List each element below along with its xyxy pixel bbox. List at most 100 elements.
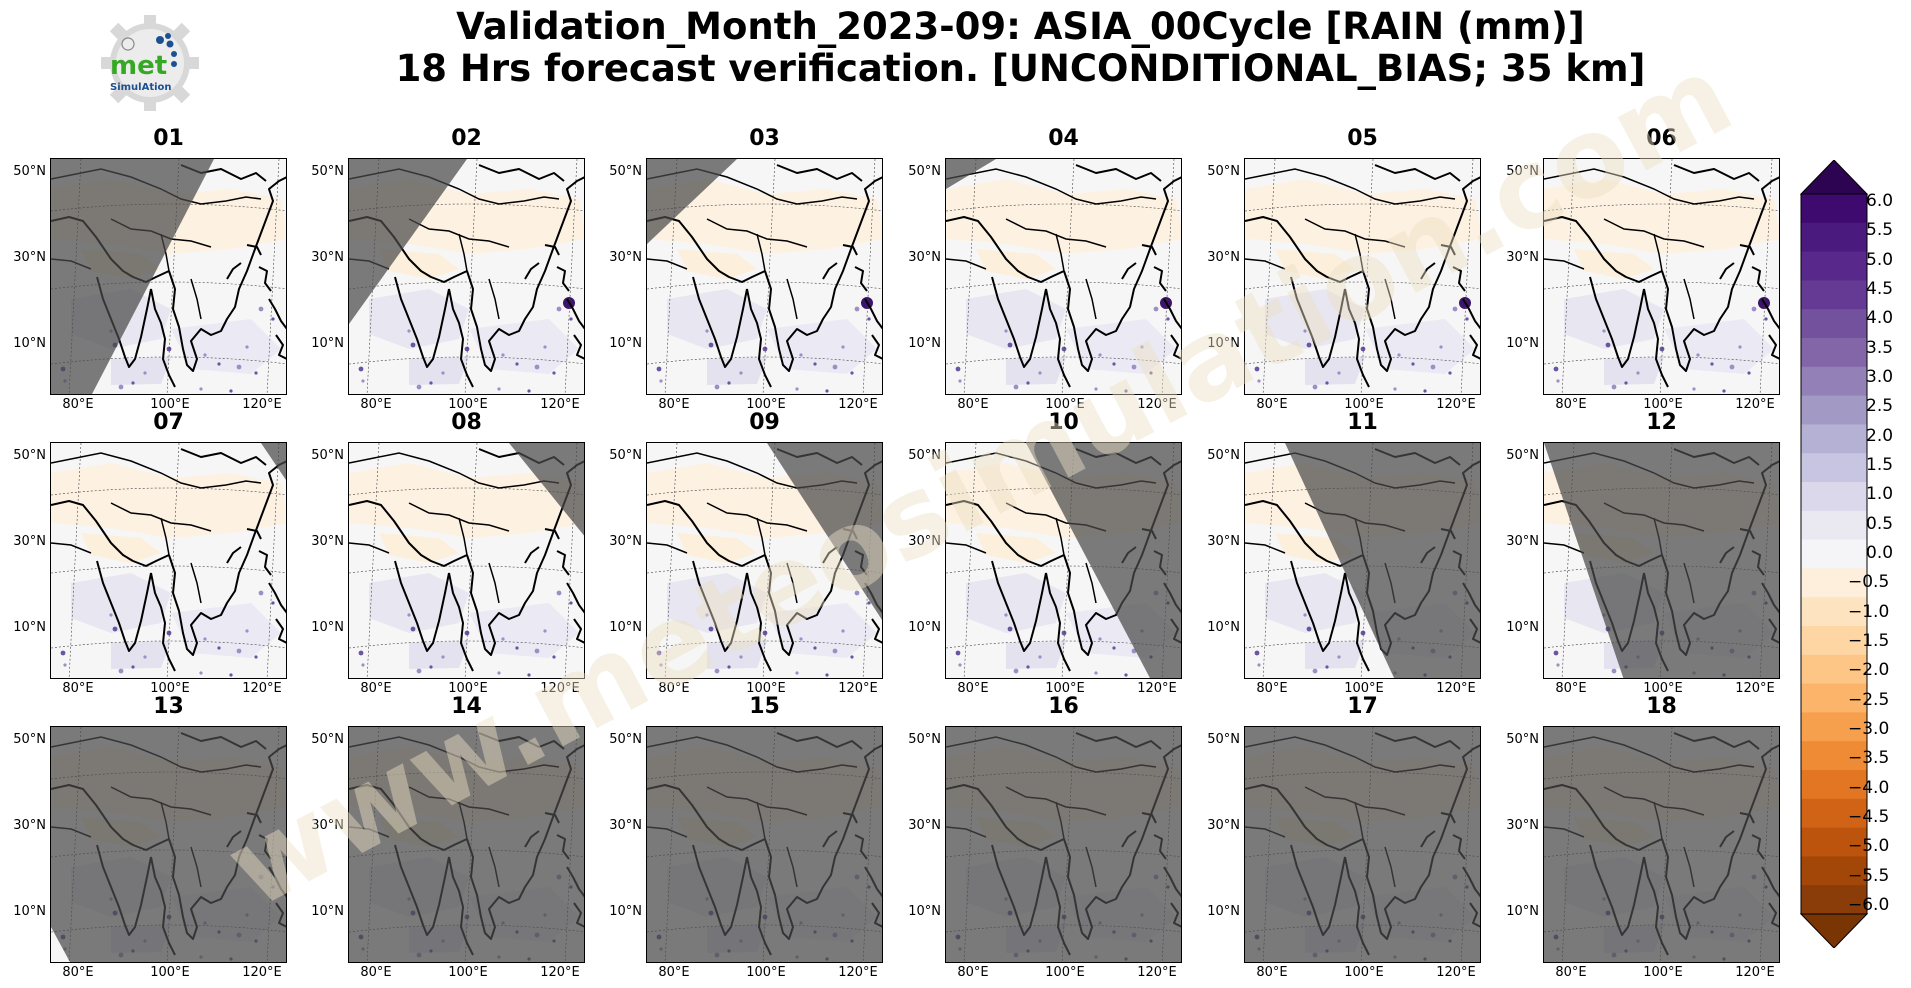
colorbar-segment — [1801, 453, 1867, 483]
colorbar-segment — [1801, 482, 1867, 512]
map-panel-17: 17 50°N 30°N 10°N 80°E 100°E 120°E — [1207, 694, 1481, 980]
panel-title: 14 — [451, 694, 482, 719]
panel-title: 13 — [153, 694, 184, 719]
colorbar-segment — [1801, 827, 1867, 857]
map-panel-05: 05 50°N 30°N 10°N 80°E 100°E 120°E — [1207, 126, 1481, 412]
lon-label: 100°E — [1045, 965, 1085, 980]
colorbar-tick-label: 2.5 — [1866, 396, 1894, 417]
lon-label: 80°E — [1555, 965, 1587, 980]
bias-map — [348, 158, 585, 395]
night-shade — [509, 443, 584, 536]
panel-title: 01 — [153, 126, 184, 151]
colorbar-tick-label: −3.5 — [1848, 748, 1890, 769]
colorbar-segment — [1801, 309, 1867, 339]
colorbar-tick-label: 6.0 — [1866, 191, 1894, 211]
lon-label: 100°E — [1344, 965, 1384, 980]
lat-label: 30°N — [13, 534, 46, 549]
colorbar-tick-label: 5.0 — [1866, 249, 1894, 270]
lat-label: 50°N — [908, 448, 941, 463]
lat-label: 10°N — [1207, 904, 1240, 919]
lon-label: 80°E — [1256, 681, 1288, 696]
bias-map — [50, 442, 287, 679]
lat-label: 10°N — [609, 336, 642, 351]
map-panel-06: 06 50°N 30°N 10°N 80°E 100°E 120°E — [1506, 126, 1780, 412]
lat-label: 30°N — [609, 534, 642, 549]
colorbar-segment — [1801, 856, 1867, 886]
panel-title: 12 — [1646, 410, 1677, 435]
lon-label: 100°E — [1344, 397, 1384, 412]
lon-label: 120°E — [1436, 965, 1476, 980]
colorbar-segment — [1801, 194, 1867, 224]
lon-label: 80°E — [62, 681, 94, 696]
lat-label: 30°N — [311, 818, 344, 833]
bias-map — [945, 726, 1182, 963]
lat-label: 30°N — [908, 250, 941, 265]
bias-map — [1244, 442, 1481, 679]
lat-label: 50°N — [1506, 164, 1539, 179]
lon-label: 120°E — [1436, 681, 1476, 696]
panel-title: 03 — [749, 126, 780, 151]
panel-title: 07 — [153, 410, 184, 435]
lat-label: 10°N — [1506, 904, 1539, 919]
map-panel-07: 07 50°N 30°N 10°N 80°E 100°E 120°E — [13, 410, 287, 696]
lon-label: 120°E — [838, 397, 878, 412]
lon-label: 100°E — [448, 965, 488, 980]
map-panel-08: 08 50°N 30°N 10°N 80°E 100°E 120°E — [311, 410, 585, 696]
lat-label: 50°N — [13, 164, 46, 179]
panel-title: 08 — [451, 410, 482, 435]
lat-label: 10°N — [609, 620, 642, 635]
lon-label: 100°E — [1045, 397, 1085, 412]
lon-label: 100°E — [746, 965, 786, 980]
lat-label: 50°N — [609, 164, 642, 179]
night-shade — [349, 159, 467, 324]
lon-label: 80°E — [360, 681, 392, 696]
colorbar-tick-label: 1.0 — [1866, 484, 1894, 505]
lon-label: 80°E — [1555, 397, 1587, 412]
logo-met-text: met — [110, 51, 167, 81]
lon-label: 120°E — [540, 681, 580, 696]
bias-map — [348, 442, 585, 679]
panel-title: 06 — [1646, 126, 1677, 151]
map-panel-01: 01 50°N 30°N 10°N 80°E 100°E 120°E — [13, 126, 287, 412]
colorbar-tick-label: 4.0 — [1866, 308, 1894, 329]
panel-title: 02 — [451, 126, 482, 151]
bias-map — [646, 442, 883, 679]
map-panel-12: 12 50°N 30°N 10°N 80°E 100°E 120°E — [1506, 410, 1780, 696]
lat-label: 10°N — [609, 904, 642, 919]
lat-label: 30°N — [609, 250, 642, 265]
colorbar-segment — [1801, 366, 1867, 397]
map-panel-11: 11 50°N 30°N 10°N 80°E 100°E 120°E — [1207, 410, 1481, 696]
map-panel-18: 18 50°N 30°N 10°N 80°E 100°E 120°E — [1506, 694, 1780, 980]
lon-label: 120°E — [1137, 681, 1177, 696]
lon-label: 120°E — [1735, 397, 1775, 412]
panel-title: 17 — [1347, 694, 1378, 719]
colorbar-segment — [1801, 510, 1867, 541]
colorbar — [1799, 160, 1869, 948]
lat-label: 50°N — [609, 732, 642, 747]
colorbar-tick-label: 1.5 — [1866, 455, 1894, 475]
colorbar-tick-label: −1.5 — [1848, 631, 1890, 651]
lon-label: 100°E — [150, 397, 190, 412]
panel-title: 18 — [1646, 694, 1677, 719]
lon-label: 80°E — [1256, 965, 1288, 980]
lon-label: 100°E — [1643, 965, 1683, 980]
lon-label: 120°E — [242, 965, 282, 980]
lon-label: 80°E — [360, 965, 392, 980]
lon-label: 100°E — [150, 681, 190, 696]
panel-title: 10 — [1048, 410, 1079, 435]
map-panel-16: 16 50°N 30°N 10°N 80°E 100°E 120°E — [908, 694, 1182, 980]
lat-label: 30°N — [1207, 250, 1240, 265]
colorbar-segment — [1801, 222, 1867, 253]
lon-label: 80°E — [62, 965, 94, 980]
lat-label: 50°N — [13, 448, 46, 463]
lon-label: 80°E — [360, 397, 392, 412]
lat-label: 10°N — [13, 904, 46, 919]
lat-label: 50°N — [609, 448, 642, 463]
map-panel-09: 09 50°N 30°N 10°N 80°E 100°E 120°E — [609, 410, 883, 696]
bias-map — [1543, 158, 1780, 395]
bias-map — [348, 726, 585, 963]
colorbar-segment — [1801, 395, 1867, 425]
title-line-2: 18 Hrs forecast verification. [UNCONDITI… — [395, 47, 1646, 90]
night-shade — [349, 727, 584, 962]
